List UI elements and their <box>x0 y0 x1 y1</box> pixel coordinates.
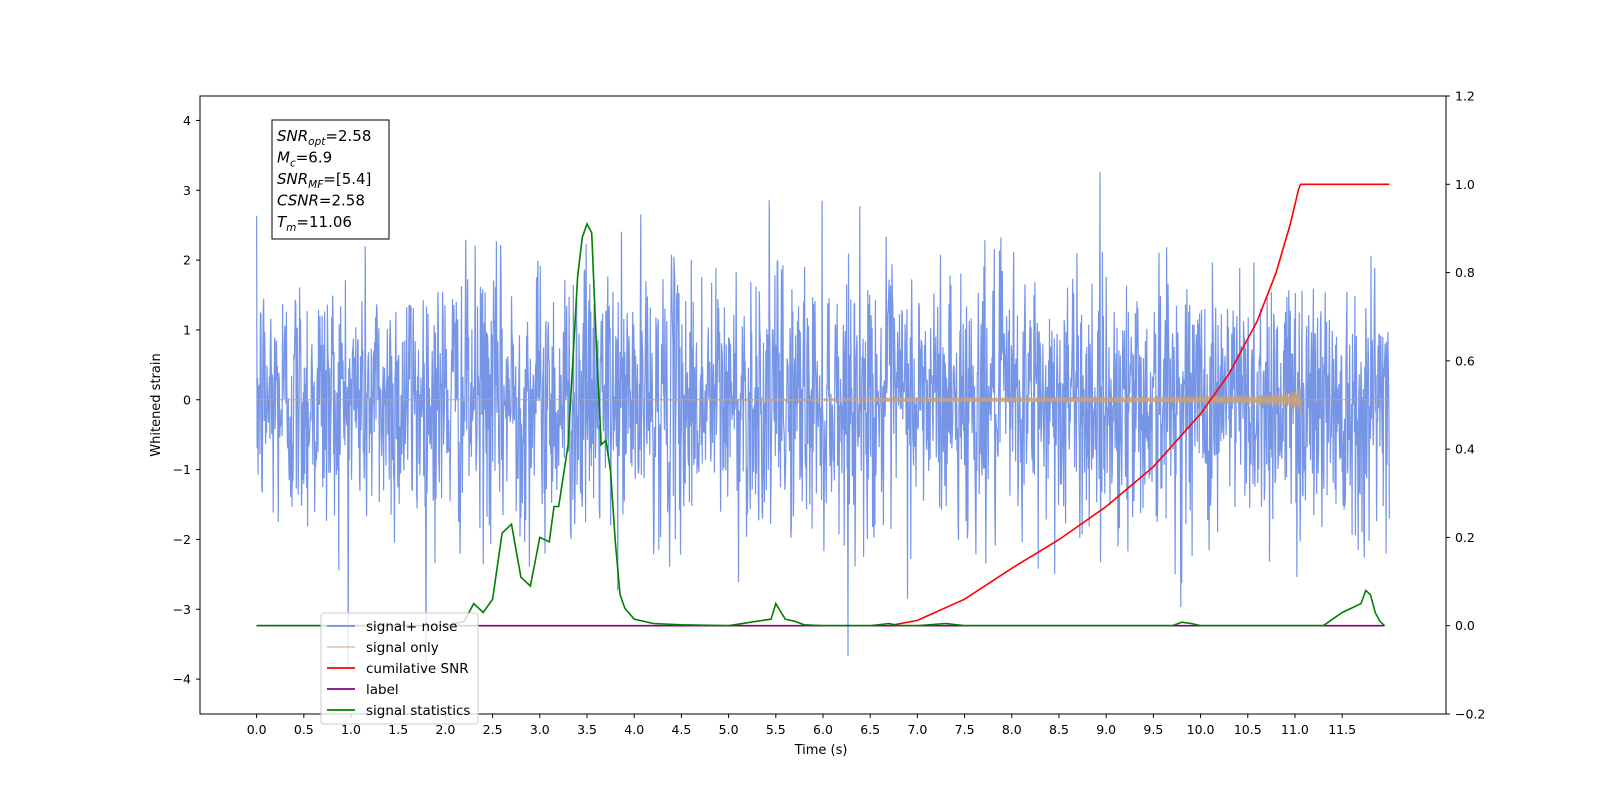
stats-subscript: m <box>286 222 296 234</box>
stats-symbol: M <box>277 149 290 167</box>
y-left-tick-label: −1 <box>173 462 191 477</box>
x-tick-label: 10.0 <box>1187 722 1215 737</box>
stats-value: =6.9 <box>296 149 332 167</box>
x-tick-label: 8.0 <box>1002 722 1022 737</box>
x-tick-label: 6.5 <box>860 722 880 737</box>
y-right-tick-label: 0.0 <box>1455 618 1475 633</box>
series-signal-only-line <box>256 387 1390 414</box>
x-tick-label: 2.0 <box>435 722 455 737</box>
stats-symbol: T <box>277 213 288 231</box>
x-tick-label: 4.5 <box>671 722 691 737</box>
x-tick-label: 0.0 <box>247 722 267 737</box>
x-tick-label: 2.5 <box>483 722 503 737</box>
x-tick-label: 11.5 <box>1328 722 1356 737</box>
x-tick-label: 0.5 <box>294 722 314 737</box>
x-tick-label: 4.0 <box>624 722 644 737</box>
y-left-tick-label: 3 <box>183 183 191 198</box>
y-right-tick-label: 0.6 <box>1455 353 1475 368</box>
stats-subscript: MF <box>308 179 324 191</box>
y-left-tick-label: 1 <box>183 322 191 337</box>
series-signal-statistics-line <box>256 222 1386 627</box>
y-left-tick-label: 2 <box>183 253 191 268</box>
y-axis-right: 1.2 1.0 0.8 0.6 0.4 0.2 0.0 −0.2 <box>1446 89 1485 722</box>
y-left-tick-label: 4 <box>183 113 191 128</box>
x-tick-label: 9.5 <box>1143 722 1163 737</box>
x-tick-label: 5.5 <box>766 722 786 737</box>
series-cumulative-snr-line <box>888 183 1390 627</box>
stats-box-frame <box>271 119 390 240</box>
stats-line: CSNR=2.58 <box>277 192 365 210</box>
y-left-tick-label: −2 <box>173 532 191 547</box>
plot-area <box>256 172 1391 679</box>
x-tick-label: 9.0 <box>1096 722 1116 737</box>
stats-subscript: c <box>290 158 296 170</box>
y-right-tick-label: 0.8 <box>1455 265 1475 280</box>
legend-entry: signal statistics <box>366 703 470 719</box>
legend-entry: cumilative SNR <box>366 661 469 677</box>
y-right-tick-label: 0.4 <box>1455 442 1475 457</box>
y-right-tick-label: 0.2 <box>1455 530 1475 545</box>
x-axis-title: Time (s) <box>794 743 848 758</box>
x-tick-label: 10.5 <box>1234 722 1262 737</box>
x-tick-label: 7.0 <box>907 722 927 737</box>
x-tick-label: 5.0 <box>719 722 739 737</box>
stats-value: =11.06 <box>296 213 352 231</box>
x-tick-label: 3.0 <box>530 722 550 737</box>
x-tick-label: 8.5 <box>1049 722 1069 737</box>
x-axis: 0.0 0.5 1.0 1.5 2.0 2.5 3.0 3.5 4.0 4.5 5.0 5.5 6.0 6… <box>247 714 1356 737</box>
stats-line: SNRopt=2.58 <box>277 127 371 148</box>
x-tick-label: 11.0 <box>1281 722 1309 737</box>
stats-symbol: CSNR <box>277 192 319 210</box>
y-left-tick-label: −3 <box>173 602 191 617</box>
stats-line: Mc=6.9 <box>277 149 332 170</box>
x-tick-label: 1.5 <box>388 722 408 737</box>
series-signal-noise-line <box>256 172 1391 679</box>
y-right-tick-label: 1.2 <box>1455 89 1475 104</box>
stats-line: SNRMF=[5.4] <box>277 170 371 191</box>
stats-value: =2.58 <box>319 192 365 210</box>
stats-box: SNRopt=2.58Mc=6.9SNRMF=[5.4]CSNR=2.58Tm=… <box>271 119 390 240</box>
x-tick-label: 1.0 <box>341 722 361 737</box>
y-axis-left: 4 3 2 1 0 −1 −2 −3 −4 <box>173 113 200 687</box>
y-right-tick-label: 1.0 <box>1455 177 1475 192</box>
stats-value: =[5.4] <box>323 170 371 188</box>
stats-line: Tm=11.06 <box>277 213 352 234</box>
legend-frame <box>320 612 479 725</box>
stats-value: =2.58 <box>325 127 371 145</box>
legend-entry: signal only <box>366 640 439 656</box>
y-right-tick-label: −0.2 <box>1455 707 1485 722</box>
stats-subscript: opt <box>308 136 326 148</box>
legend-entry: label <box>366 682 399 698</box>
x-tick-label: 3.5 <box>577 722 597 737</box>
legend: signal+ noise signal only cumilative SNR la… <box>320 612 479 725</box>
legend-entry: signal+ noise <box>366 619 457 635</box>
stats-symbol: SNR <box>277 170 308 188</box>
y-axis-title: Whitened strain <box>149 353 164 456</box>
x-tick-label: 7.5 <box>955 722 975 737</box>
x-tick-label: 6.0 <box>813 722 833 737</box>
y-left-tick-label: 0 <box>183 392 191 407</box>
stats-symbol: SNR <box>277 127 308 145</box>
y-left-tick-label: −4 <box>173 672 191 687</box>
